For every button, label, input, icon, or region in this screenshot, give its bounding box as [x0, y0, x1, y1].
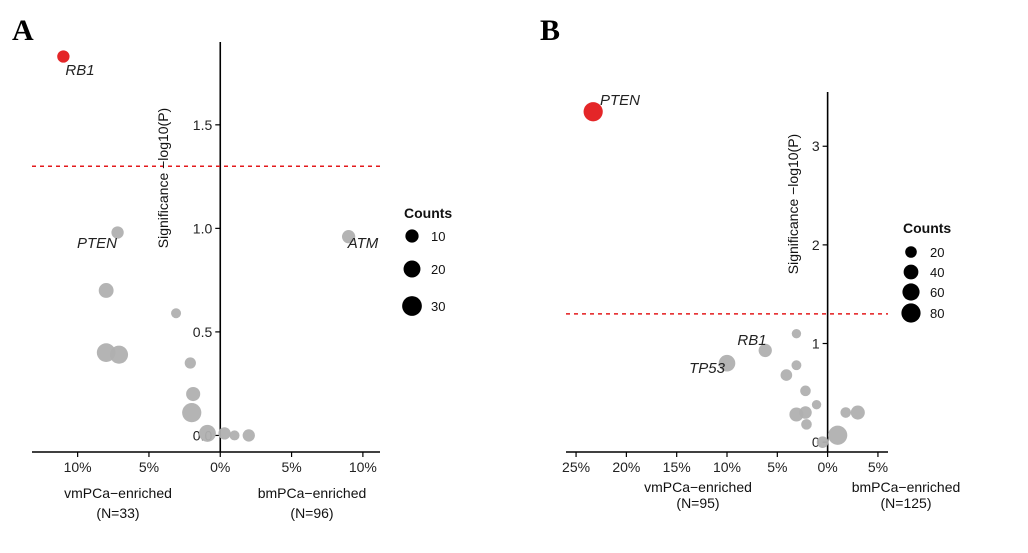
- y-tick-label: 0: [812, 434, 820, 450]
- gene-label: TP53: [689, 360, 726, 377]
- legend: Counts 10 20 30: [402, 205, 452, 316]
- data-point: [184, 357, 196, 369]
- x-tick-label: 5%: [139, 459, 159, 475]
- data-point: [758, 343, 772, 358]
- legend-swatch: [403, 260, 421, 278]
- x-tick-label: 5%: [281, 459, 301, 475]
- x-axis-label-left-n: (N=95): [676, 495, 719, 511]
- legend-swatch: [901, 303, 921, 323]
- legend-label: 80: [930, 306, 944, 321]
- legend-swatch: [402, 296, 422, 316]
- data-point: [791, 360, 802, 371]
- data-point: [341, 230, 356, 244]
- x-axis-label-left: vmPCa−enriched: [644, 479, 752, 495]
- data-point: [583, 102, 603, 122]
- x-tick-label: 25%: [562, 459, 590, 475]
- x-axis-label-right: bmPCa−enriched: [852, 479, 961, 495]
- data-point: [218, 427, 231, 440]
- x-tick-label: 10%: [349, 459, 377, 475]
- data-point: [816, 436, 829, 448]
- data-point: [98, 283, 114, 298]
- y-axis-label: Significance −log10(P): [785, 134, 801, 274]
- x-tick-label: 5%: [868, 459, 888, 475]
- legend-label: 40: [930, 265, 944, 280]
- y-tick-label: 0.5: [193, 324, 213, 340]
- legend-swatch: [905, 246, 917, 258]
- x-tick-label: 0%: [818, 459, 838, 475]
- x-tick-label: 0%: [210, 459, 230, 475]
- gene-label: RB1: [737, 332, 766, 349]
- data-point: [57, 50, 70, 63]
- x-tick-label: 10%: [713, 459, 741, 475]
- x-tick-label: 10%: [64, 459, 92, 475]
- x-tick-label: 5%: [767, 459, 787, 475]
- x-tick-label: 15%: [663, 459, 691, 475]
- data-point: [800, 385, 811, 397]
- legend-swatch: [405, 229, 419, 243]
- data-point: [718, 354, 736, 372]
- data-point: [811, 399, 822, 410]
- data-point: [186, 386, 201, 402]
- gene-label: PTEN: [600, 92, 640, 109]
- legend-label: 30: [431, 299, 445, 314]
- panel-b-chart: 25% 20% 15% 10% 5% 0% 5% 0 1 2 3 PTEN RB1 TP53 Signifi…: [562, 92, 960, 511]
- y-tick-label: 3: [812, 138, 820, 154]
- x-tick-label: 20%: [612, 459, 640, 475]
- gene-label: ATM: [347, 235, 379, 252]
- data-point: [828, 425, 848, 445]
- data-point: [791, 328, 802, 339]
- legend-label: 20: [431, 262, 445, 277]
- x-axis-label-left: vmPCa−enriched: [64, 485, 172, 501]
- y-tick-label: 2: [812, 237, 820, 253]
- panel-a-chart: 10%5%0%5%10%0.00.51.01.5RB1PTENATMSignif…: [32, 42, 452, 521]
- gene-label: PTEN: [77, 235, 117, 252]
- data-point: [229, 430, 240, 441]
- panel-letter-b: B: [540, 14, 560, 47]
- data-point: [801, 419, 812, 430]
- data-point: [198, 424, 216, 442]
- panel-letter-a: A: [12, 14, 34, 47]
- data-point: [242, 429, 255, 442]
- data-point: [840, 407, 852, 418]
- data-point: [799, 406, 812, 419]
- data-point: [109, 345, 129, 364]
- legend-swatch: [902, 283, 920, 301]
- legend-swatch: [903, 264, 919, 280]
- y-tick-label: 1.0: [193, 220, 213, 236]
- x-axis-label-right-n: (N=125): [881, 495, 932, 511]
- data-point: [850, 405, 865, 420]
- y-tick-label: 1.5: [193, 117, 213, 133]
- legend-label: 10: [431, 229, 445, 244]
- data-point: [111, 226, 124, 239]
- x-axis-label-right: bmPCa−enriched: [258, 485, 367, 501]
- data-point: [780, 369, 793, 381]
- data-point: [171, 308, 182, 319]
- y-axis-label: Significance −log10(P): [155, 108, 171, 248]
- y-tick-label: 1: [812, 336, 820, 352]
- legend: Counts 20 40 60 80: [901, 220, 951, 323]
- data-point: [182, 403, 202, 423]
- legend-title: Counts: [903, 220, 951, 236]
- legend-title: Counts: [404, 205, 452, 221]
- legend-label: 20: [930, 245, 944, 260]
- x-axis-label-left-n: (N=33): [96, 505, 139, 521]
- legend-label: 60: [930, 285, 944, 300]
- x-axis-label-right-n: (N=96): [290, 505, 333, 521]
- gene-label: RB1: [65, 62, 94, 79]
